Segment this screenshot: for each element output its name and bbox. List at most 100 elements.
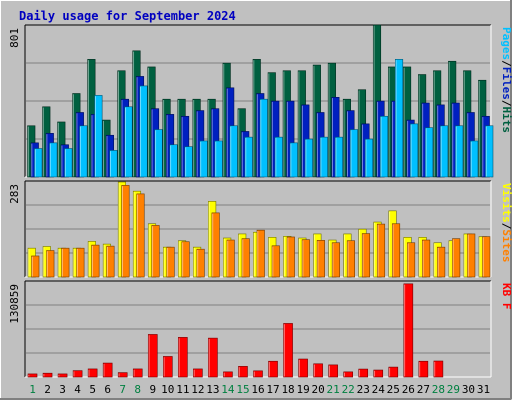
bar-sites-day-6 — [106, 245, 115, 278]
bar-sites-day-31 — [482, 236, 491, 278]
day-label: 22 — [342, 383, 355, 396]
bar-sites-day-29 — [452, 238, 461, 278]
bar-sites-day-18 — [286, 236, 295, 278]
legend-item-visits: Visits — [500, 183, 512, 223]
bar-kb-f-day-23 — [358, 368, 369, 378]
chart-title: Daily usage for September 2024 — [19, 9, 236, 23]
bar-kb-f-day-21 — [328, 364, 338, 378]
legend-item-kb-f: KB F — [500, 283, 512, 310]
bar-pages-day-7 — [124, 106, 133, 178]
legend-item-pages: Pages — [500, 27, 512, 60]
bar-kb-f-day-14 — [223, 371, 233, 378]
bar-pages-day-31 — [485, 125, 494, 178]
day-label: 11 — [176, 383, 189, 396]
bar-kb-f-day-16 — [253, 370, 263, 378]
bar-sites-day-24 — [376, 223, 386, 278]
bar-pages-day-22 — [349, 129, 358, 178]
bar-kb-f-day-1 — [27, 373, 38, 378]
bar-pages-day-26 — [410, 123, 419, 178]
legend-item-files: Files — [500, 67, 512, 100]
bar-pages-day-5 — [94, 95, 103, 178]
bar-sites-day-1 — [31, 255, 40, 278]
bar-kb-f-day-25 — [388, 366, 399, 378]
bar-pages-day-24 — [379, 115, 389, 178]
bar-kb-f-day-20 — [313, 363, 323, 378]
legend-separator: / — [500, 60, 512, 67]
bar-sites-day-7 — [121, 185, 130, 278]
bar-pages-day-29 — [455, 125, 464, 178]
bar-kb-f-day-18 — [283, 323, 293, 378]
bar-pages-day-8 — [139, 85, 148, 178]
bar-sites-day-11 — [181, 241, 190, 278]
bar-sites-day-13 — [211, 212, 220, 278]
legend-separator: / — [500, 223, 512, 230]
bar-pages-day-25 — [394, 59, 404, 178]
bar-sites-day-23 — [361, 233, 371, 278]
day-label: 13 — [206, 383, 219, 396]
bar-sites-day-26 — [407, 242, 416, 278]
bar-pages-day-17 — [274, 136, 283, 178]
bar-kb-f-day-24 — [373, 369, 384, 378]
day-label: 6 — [104, 383, 111, 396]
bar-kb-f-day-8 — [132, 368, 143, 378]
bar-kb-f-day-9 — [147, 334, 158, 378]
bar-pages-day-1 — [34, 148, 43, 178]
day-label: 17 — [266, 383, 279, 396]
bar-kb-f-day-19 — [298, 358, 308, 378]
bar-sites-day-2 — [46, 250, 55, 278]
bar-sites-day-10 — [166, 246, 175, 278]
bar-sites-day-17 — [271, 245, 280, 278]
bar-sites-day-4 — [76, 247, 85, 278]
day-label: 26 — [402, 383, 415, 396]
day-label: 31 — [477, 383, 490, 396]
day-label: 18 — [281, 383, 294, 396]
y-axis-max-label: 283 — [8, 184, 21, 204]
bar-kb-f-day-26 — [403, 283, 414, 378]
bar-sites-day-25 — [391, 223, 401, 278]
bar-kb-f-day-4 — [72, 370, 83, 378]
bar-kb-f-day-27 — [418, 360, 429, 378]
bar-pages-day-13 — [214, 140, 223, 178]
panel-hits-files-pages: 801 Pages/Files/Hits — [8, 24, 512, 178]
bar-pages-day-12 — [199, 140, 208, 178]
bar-pages-day-9 — [154, 129, 163, 178]
bar-sites-day-20 — [316, 240, 325, 278]
day-label: 21 — [327, 383, 340, 396]
bar-sites-day-14 — [226, 239, 235, 278]
legend-item-hits: Hits — [500, 107, 512, 134]
day-label: 2 — [44, 383, 51, 396]
bar-pages-day-4 — [79, 125, 88, 178]
bar-sites-day-27 — [422, 239, 431, 278]
bar-sites-day-21 — [331, 242, 340, 278]
bar-pages-day-27 — [425, 127, 434, 178]
legend: Pages/Files/Hits — [500, 27, 512, 133]
day-label: 20 — [312, 383, 325, 396]
day-label: 3 — [59, 383, 66, 396]
bar-pages-day-10 — [169, 144, 178, 178]
legend-separator: / — [500, 100, 512, 107]
legend: Visits/Sites — [500, 183, 512, 263]
legend-item-sites: Sites — [500, 229, 512, 262]
bar-pages-day-11 — [184, 146, 193, 178]
day-label: 15 — [236, 383, 249, 396]
bar-kb-f-day-12 — [193, 368, 203, 378]
bar-sites-day-12 — [196, 248, 205, 278]
bar-sites-day-28 — [437, 246, 446, 278]
bar-pages-day-15 — [244, 136, 253, 178]
bar-sites-day-8 — [136, 193, 145, 278]
day-label: 19 — [296, 383, 309, 396]
bar-sites-day-30 — [467, 233, 476, 278]
bar-kb-f-day-7 — [117, 372, 128, 378]
bar-sites-day-15 — [241, 238, 250, 278]
bar-kb-f-day-17 — [268, 360, 278, 378]
day-label: 24 — [372, 383, 386, 396]
day-label: 29 — [447, 383, 460, 396]
day-label: 14 — [221, 383, 235, 396]
day-label: 5 — [89, 383, 96, 396]
bar-pages-day-3 — [64, 148, 73, 178]
bar-kb-f-day-3 — [57, 373, 68, 378]
bar-sites-day-3 — [61, 247, 70, 278]
bar-pages-day-28 — [440, 125, 449, 178]
